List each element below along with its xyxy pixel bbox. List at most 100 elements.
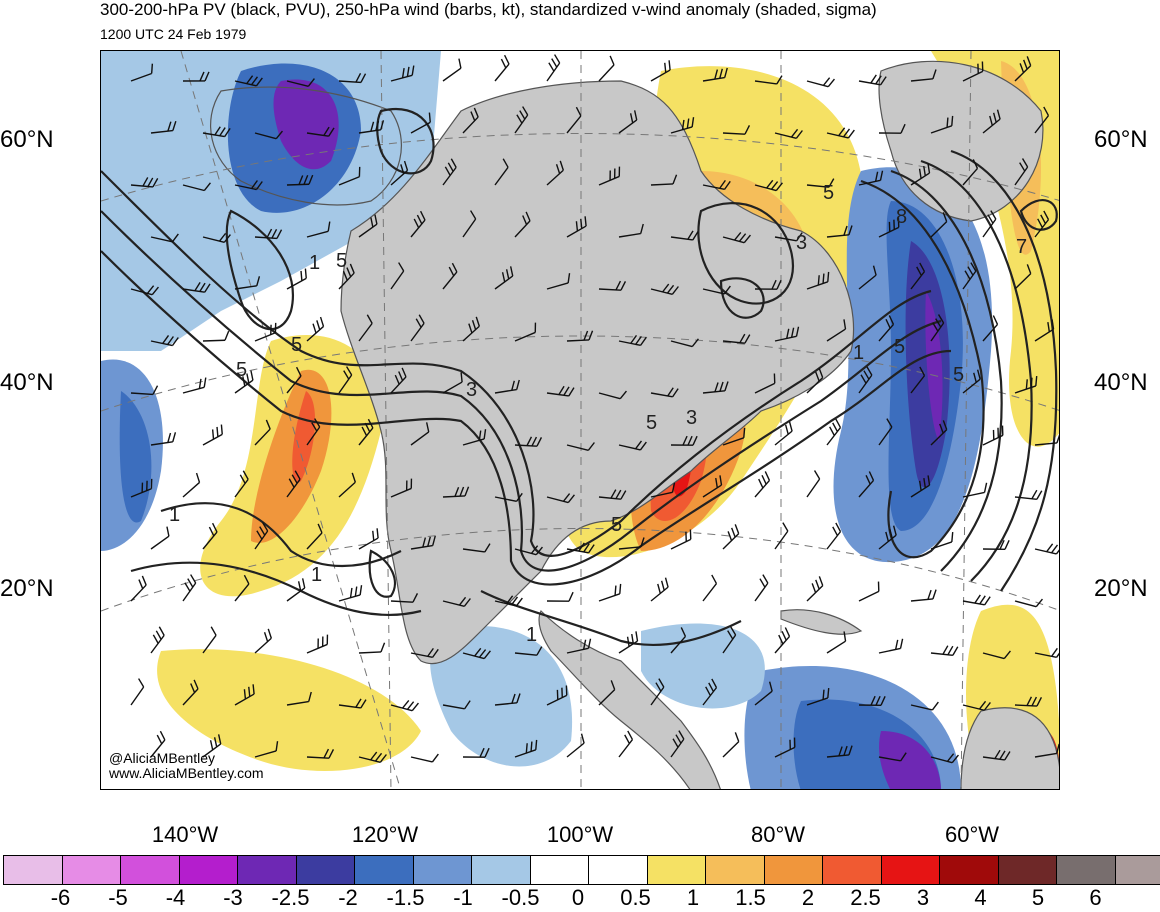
wind-barb [1014, 56, 1032, 82]
wind-barb [410, 112, 431, 134]
wind-barb [286, 578, 306, 602]
wind-barb [202, 126, 231, 138]
neg-anomaly-core [273, 79, 339, 170]
wind-barb [670, 529, 692, 550]
wind-barb [722, 231, 751, 244]
colorbar-swatch [997, 855, 1056, 885]
contour-label: 3 [466, 379, 477, 401]
wind-barb [878, 752, 907, 762]
wind-barb [754, 75, 783, 85]
wind-barb [982, 315, 999, 342]
wind-barb [514, 646, 543, 656]
colorbar-swatch [529, 855, 588, 885]
wind-barb [286, 78, 315, 88]
contour-label: 5 [236, 359, 247, 381]
wind-barb [358, 120, 385, 134]
wind-barb [598, 55, 615, 82]
wind-barb [982, 109, 1001, 134]
wind-barb [702, 67, 728, 82]
colorbar-tick-label: -1.5 [386, 885, 425, 910]
wind-barb [286, 691, 312, 706]
wind-barb [306, 316, 325, 342]
pv-contour [225, 209, 294, 331]
lon-label-80w: 80°W [750, 822, 806, 847]
wind-barb [494, 492, 523, 503]
wind-barb [462, 316, 480, 342]
latitude-line [101, 133, 1059, 202]
wind-barb [442, 262, 458, 290]
wind-barb [982, 650, 1011, 660]
wind-barb [202, 424, 223, 446]
wind-barb [722, 125, 751, 135]
wind-barb [982, 425, 1004, 446]
wind-barb [390, 65, 415, 82]
wind-barb [650, 283, 679, 295]
wind-barb [858, 581, 880, 602]
wind-barb [514, 436, 543, 447]
colorbar-tick-label: -2.5 [271, 885, 310, 910]
wind-barb [202, 232, 231, 244]
wind-barb [962, 61, 984, 82]
contour-label: 5 [894, 336, 905, 358]
wind-barb [774, 232, 803, 242]
wind-barb [182, 282, 211, 293]
wind-barb [1014, 264, 1032, 290]
contour-label: 1 [309, 252, 320, 274]
wind-barb [806, 271, 830, 290]
wind-barb [910, 589, 937, 602]
contour-label: 5 [291, 334, 302, 356]
colorbar-swatch [880, 855, 939, 885]
north-america [340, 80, 855, 665]
colorbar-tick-label: 0 [571, 885, 585, 910]
wind-barb [702, 381, 729, 394]
wind-barb [598, 280, 627, 291]
chart-title: 300-200-hPa PV (black, PVU), 250-hPa win… [100, 0, 877, 19]
wind-barb [566, 106, 582, 134]
wind-barb [442, 486, 470, 498]
wind-barb [774, 627, 791, 654]
neg-anomaly-core [119, 391, 152, 523]
wind-barb [670, 117, 695, 134]
wind-barb [774, 326, 800, 342]
wind-barb [182, 182, 211, 192]
wind-barb [462, 747, 490, 758]
contour-label: 7 [1016, 236, 1027, 258]
colorbar-tick-label: 1 [686, 885, 700, 910]
wind-barb [358, 528, 379, 550]
colorbar-swatch [646, 855, 705, 885]
wind-barb [338, 263, 355, 290]
wind-barb [338, 366, 353, 394]
wind-barb [130, 678, 145, 706]
wind-barb [806, 576, 824, 602]
wind-barb [826, 127, 855, 139]
wind-barb [930, 420, 948, 446]
wind-barb [826, 522, 842, 550]
contour-label: 5 [611, 514, 622, 536]
wind-barb [910, 701, 939, 711]
wind-barb [338, 472, 356, 498]
wind-barb [982, 539, 1010, 550]
colorbar-tick-label: 5 [1031, 885, 1045, 910]
pv-contour [860, 179, 985, 559]
pv-contour [719, 277, 765, 319]
wind-barb [150, 626, 165, 654]
wind-barb [306, 221, 331, 238]
colorbar-swatch [412, 855, 471, 885]
wind-barb [1034, 543, 1059, 555]
wind-barb [306, 523, 323, 550]
wind-barb [546, 493, 575, 504]
colorbar-swatch [471, 855, 530, 885]
wind-barb [462, 647, 491, 660]
wind-barb [910, 366, 926, 394]
wind-barb [410, 535, 436, 550]
wind-barb [1014, 696, 1043, 707]
map-canvas: 5 5 1 1 1 3 3 5 5 5 3 5 1 5 8 7 5 1 [101, 51, 1059, 789]
wind-barb [858, 471, 875, 498]
wind-barb [442, 700, 471, 710]
colorbar-tick-label: -6 [50, 885, 71, 910]
wind-barb [150, 120, 177, 134]
wind-barb [338, 585, 363, 602]
wind-barb [182, 71, 210, 82]
wind-barb [618, 334, 647, 347]
wind-barb [910, 69, 937, 82]
